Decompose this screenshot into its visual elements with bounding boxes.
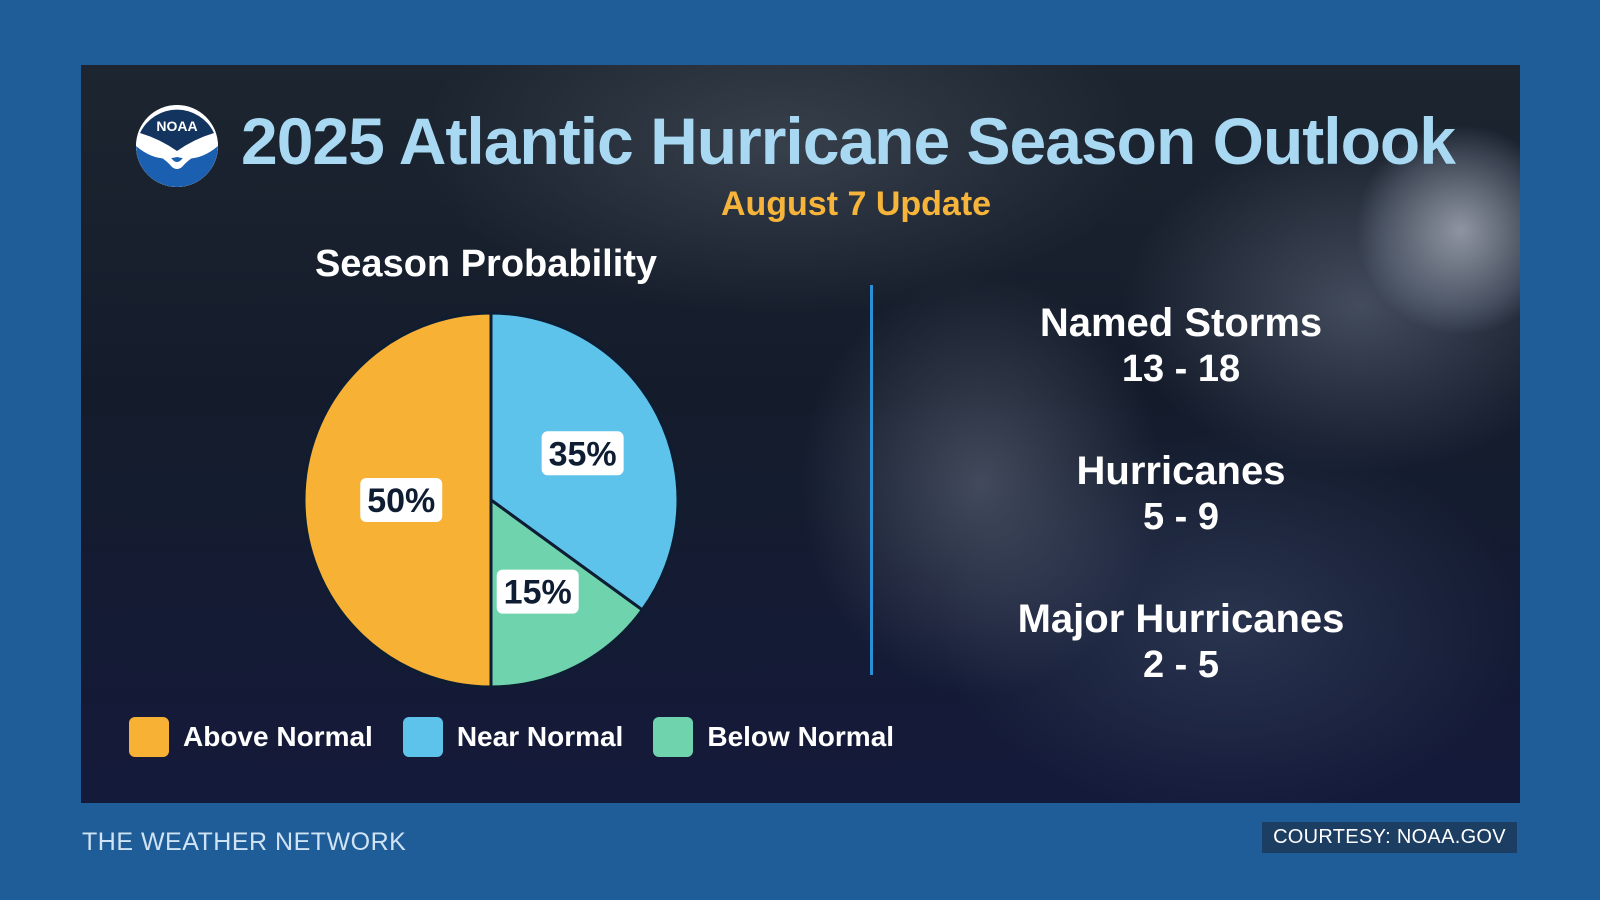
- pie-value-label: 50%: [367, 482, 435, 520]
- noaa-logo: NOAA: [136, 105, 218, 187]
- divider: [870, 285, 873, 675]
- pie-value-label: 35%: [549, 435, 617, 473]
- stat-major-hurricanes: Major Hurricanes 2 - 5: [1011, 596, 1351, 744]
- stat-hurricanes: Hurricanes 5 - 9: [1011, 448, 1351, 596]
- outlook-card: NOAA 2025 Atlantic Hurricane Season Outl…: [81, 65, 1520, 803]
- stats-panel: Named Storms 13 - 18 Hurricanes 5 - 9 Ma…: [1011, 300, 1351, 744]
- legend-swatch: [653, 717, 694, 757]
- network-credit: THE WEATHER NETWORK: [82, 828, 407, 856]
- svg-text:NOAA: NOAA: [156, 118, 197, 134]
- page-title: 2025 Atlantic Hurricane Season Outlook: [241, 104, 1456, 178]
- legend-item-near-normal: Near Normal: [402, 717, 624, 757]
- legend-swatch: [129, 717, 169, 757]
- pie-label-above-normal: 50%: [360, 478, 443, 522]
- legend-swatch: [402, 717, 443, 757]
- legend-item-above-normal: Above Normal: [129, 717, 373, 757]
- courtesy-badge: COURTESY: NOAA.GOV: [1262, 822, 1517, 853]
- stat-label: Major Hurricanes: [1017, 597, 1345, 641]
- legend-label: Near Normal: [456, 721, 624, 752]
- pie-label-box: [360, 478, 443, 522]
- pie-label-below-normal: 15%: [496, 569, 579, 614]
- stat-label: Hurricanes: [1076, 449, 1286, 493]
- stat-label: Named Storms: [1039, 301, 1323, 345]
- stat-named-storms: Named Storms 13 - 18: [1011, 300, 1351, 448]
- probability-pie-chart: 50% 35% 15%: [302, 311, 680, 689]
- legend-label: Above Normal: [183, 721, 373, 752]
- legend-item-below-normal: Below Normal: [653, 717, 894, 757]
- stat-value: 2 - 5: [1142, 644, 1220, 686]
- chart-title: Season Probability: [314, 243, 658, 285]
- pie-label-box: [496, 569, 579, 614]
- stat-value: 5 - 9: [1142, 496, 1220, 538]
- stat-value: 13 - 18: [1121, 348, 1241, 390]
- pie-label-box: [541, 431, 624, 476]
- page-subtitle: August 7 Update: [720, 185, 992, 223]
- legend-label: Below Normal: [707, 721, 895, 752]
- pie-value-label: 15%: [504, 574, 572, 612]
- pie-label-near-normal: 35%: [541, 431, 624, 476]
- chart-legend: Above Normal Near Normal Below Normal: [129, 717, 924, 757]
